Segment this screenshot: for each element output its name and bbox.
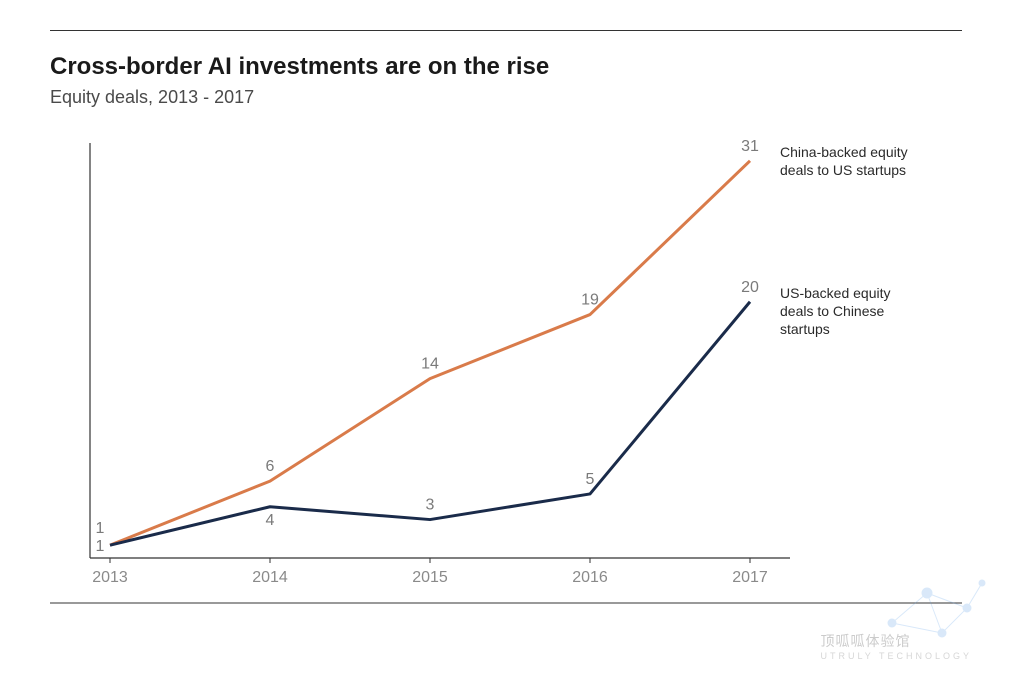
x-axis-label: 2017 — [732, 569, 768, 586]
series-end-label-china_backed: China-backed equitydeals to US startups — [780, 144, 908, 178]
data-point-label: 4 — [266, 512, 275, 529]
data-point-label: 14 — [421, 356, 439, 373]
data-point-label: 5 — [586, 471, 595, 488]
chart-container: Cross-border AI investments are on the r… — [0, 0, 1012, 628]
chart-svg: 16141931143520 20132014201520162017 Chin… — [50, 138, 962, 608]
x-axis-label: 2013 — [92, 569, 128, 586]
x-axis-label: 2016 — [572, 569, 608, 586]
x-axis-label: 2015 — [412, 569, 448, 586]
data-point-label: 19 — [581, 292, 599, 309]
data-point-label: 1 — [96, 520, 105, 537]
chart-plot-area: 16141931143520 20132014201520162017 Chin… — [50, 138, 962, 608]
data-point-label: 6 — [266, 458, 275, 475]
watermark-main: 顶呱呱体验馆 — [820, 631, 972, 651]
chart-title: Cross-border AI investments are on the r… — [50, 53, 962, 81]
series-line-china_backed — [110, 161, 750, 545]
watermark-text: 顶呱呱体验馆 UTRULY TECHNOLOGY — [820, 631, 972, 661]
series-end-label-us_backed: US-backed equitydeals to Chinesestartups — [780, 285, 891, 337]
data-point-label: 31 — [741, 138, 759, 155]
data-point-label: 3 — [426, 497, 435, 514]
data-point-label: 20 — [741, 279, 759, 296]
watermark-sub: UTRULY TECHNOLOGY — [820, 651, 972, 661]
data-point-label: 1 — [96, 538, 105, 555]
chart-subtitle: Equity deals, 2013 - 2017 — [50, 87, 962, 108]
x-axis-label: 2014 — [252, 569, 288, 586]
top-divider — [50, 30, 962, 31]
